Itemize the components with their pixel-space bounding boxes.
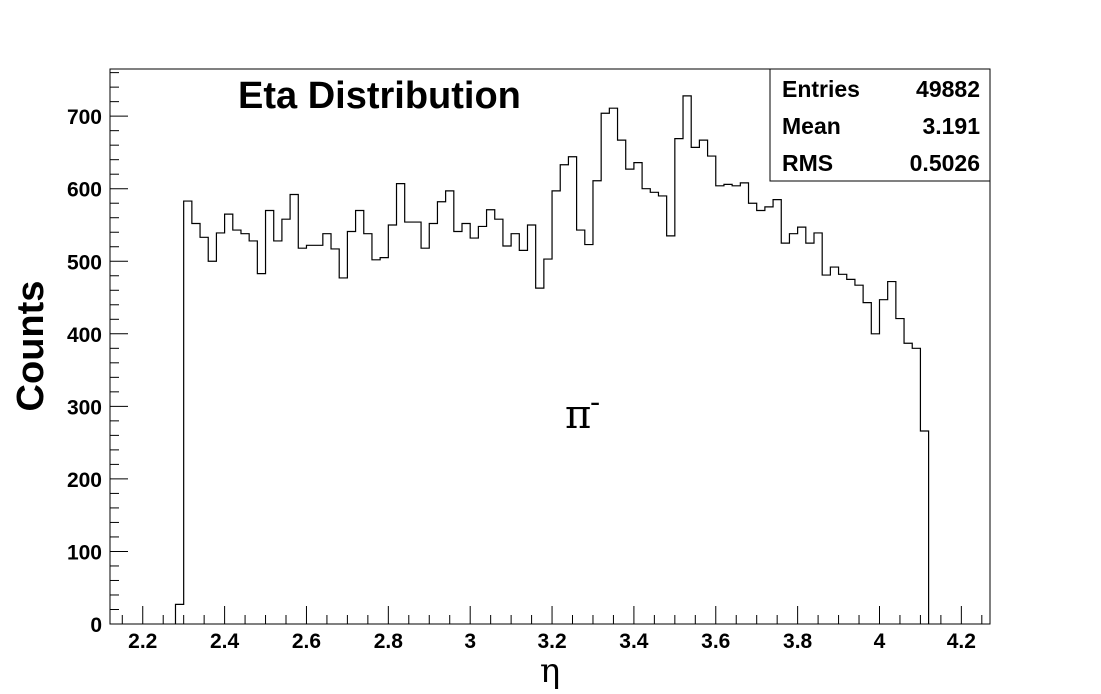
annotation-symbol: π <box>565 392 591 438</box>
x-axis-title: η <box>540 651 560 691</box>
x-tick-label: 3.8 <box>783 630 813 653</box>
y-tick-label: 0 <box>90 614 102 637</box>
stats-entries-label: Entries <box>782 76 860 102</box>
chart-title: Eta Distribution <box>238 75 521 117</box>
x-tick-label: 3.6 <box>701 630 730 653</box>
x-tick-label: 2.4 <box>210 630 240 653</box>
y-axis-title: Counts <box>10 281 52 412</box>
stats-mean-label: Mean <box>782 113 841 139</box>
x-tick-label: 3.4 <box>619 630 649 653</box>
x-tick-label: 2.8 <box>374 630 404 653</box>
stats-rms-label: RMS <box>782 150 833 176</box>
y-tick-label: 200 <box>67 469 102 492</box>
stats-mean-value: 3.191 <box>922 113 980 139</box>
histogram-series <box>174 95 930 624</box>
y-axis: 0 100 200 300 400 500 600 700 <box>67 72 128 637</box>
y-tick-label: 300 <box>67 396 102 419</box>
stats-box: Entries 49882 Mean 3.191 RMS 0.5026 <box>769 68 991 182</box>
plot-frame <box>109 68 991 625</box>
x-tick-label: 2.2 <box>128 630 157 653</box>
x-tick-label: 2.6 <box>292 630 321 653</box>
y-tick-label: 500 <box>67 251 102 274</box>
stats-rms-value: 0.5026 <box>910 150 980 176</box>
y-tick-label: 600 <box>67 179 102 202</box>
x-tick-label: 3.2 <box>537 630 566 653</box>
x-tick-label: 3 <box>464 630 476 653</box>
particle-annotation: π - <box>565 385 600 438</box>
y-tick-label: 700 <box>67 106 102 129</box>
x-tick-label: 4 <box>874 630 886 653</box>
x-tick-label: 4.2 <box>947 630 976 653</box>
y-tick-label: 100 <box>67 541 102 564</box>
y-tick-label: 400 <box>67 324 102 347</box>
stats-box-frame <box>769 68 991 182</box>
x-axis: 2.2 2.4 2.6 2.8 3 3.2 3.4 3.6 3.8 4 4.2 <box>121 606 983 653</box>
annotation-superscript: - <box>590 385 600 420</box>
stats-entries-value: 49882 <box>916 76 980 102</box>
